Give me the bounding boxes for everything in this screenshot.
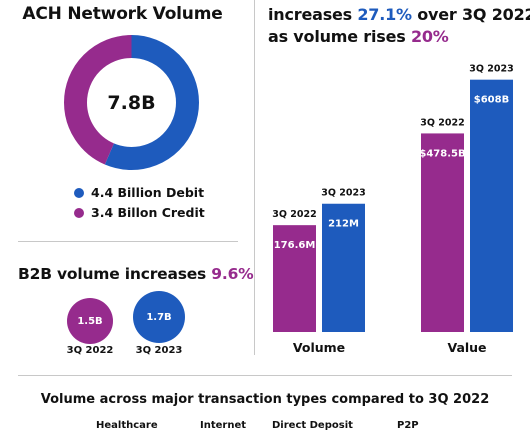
- bottom-title: Volume across major transaction types co…: [40, 392, 490, 407]
- b2b-bubble-2023-value: 1.7B: [146, 311, 172, 323]
- category-p2p: P2P: [397, 420, 419, 431]
- legend-debit-label: 4.4 Billion Debit: [91, 185, 205, 200]
- bar-group-label-value: Value: [447, 340, 486, 355]
- divider-left: [18, 241, 238, 242]
- bar-volume-3q-2022: [273, 225, 316, 332]
- bar-value-label: 212M: [328, 219, 359, 230]
- headline-line-2-pre: as volume rises: [268, 27, 411, 46]
- debit-dot-icon: [74, 187, 84, 198]
- b2b-title: B2B volume increases 9.6%: [18, 265, 254, 283]
- donut-title: ACH Network Volume: [22, 4, 223, 24]
- donut-slice-credit: [64, 35, 199, 170]
- bar-value-3q-2023: [470, 79, 513, 333]
- b2b-title-percent: 9.6%: [211, 265, 254, 283]
- bar-period-label: 3Q 2022: [272, 209, 316, 220]
- category-internet: Internet: [200, 420, 247, 431]
- category-direct-deposit: Direct Deposit: [272, 420, 353, 431]
- credit-dot-icon: [74, 207, 84, 218]
- bar-period-label: 3Q 2023: [321, 188, 365, 199]
- headline-line-2: as volume rises 20%: [268, 26, 530, 48]
- divider-vertical: [254, 0, 255, 355]
- bar-chart: 176.6M 3Q 2022 212M 3Q 2023 Volume $478.5B 3Q …: [272, 64, 513, 355]
- b2b-bubble-2023-label: 3Q 2023: [135, 345, 183, 356]
- headline-value-percent: 27.1%: [357, 5, 412, 24]
- category-healthcare: Healthcare: [96, 420, 158, 431]
- bar-group-label-volume: Volume: [293, 340, 345, 355]
- legend-credit: 3.4 Billon Credit: [74, 205, 205, 220]
- b2b-bubble-2022: 1.5B: [67, 298, 113, 344]
- bar-value-label: $478.5B: [419, 148, 465, 159]
- divider-bottom: [18, 375, 512, 376]
- bar-period-label: 3Q 2022: [420, 117, 464, 128]
- legend-credit-label: 3.4 Billon Credit: [91, 205, 205, 220]
- legend-debit: 4.4 Billion Debit: [74, 185, 204, 200]
- headline: increases 27.1% over 3Q 2022 as volume r…: [268, 4, 530, 48]
- headline-line-1: increases 27.1% over 3Q 2022: [268, 4, 530, 26]
- donut-chart: 7.8B: [64, 35, 199, 170]
- donut-total-label: 7.8B: [107, 92, 155, 114]
- b2b-bubble-2022-value: 1.5B: [77, 315, 103, 327]
- bar-value-label: $608B: [474, 95, 509, 106]
- bar-value-3q-2022: [421, 133, 464, 332]
- headline-volume-percent: 20%: [410, 27, 449, 46]
- headline-line-1-pre: increases: [268, 5, 358, 24]
- b2b-bubble-2023: 1.7B: [133, 291, 185, 343]
- b2b-bubble-2022-label: 3Q 2022: [66, 345, 114, 356]
- b2b-title-text: B2B volume increases: [18, 265, 212, 283]
- headline-line-1-post: over 3Q 2022: [411, 5, 530, 24]
- bar-volume-3q-2023: [322, 203, 365, 332]
- bar-value-label: 176.6M: [274, 240, 316, 251]
- bar-period-label: 3Q 2023: [469, 64, 513, 75]
